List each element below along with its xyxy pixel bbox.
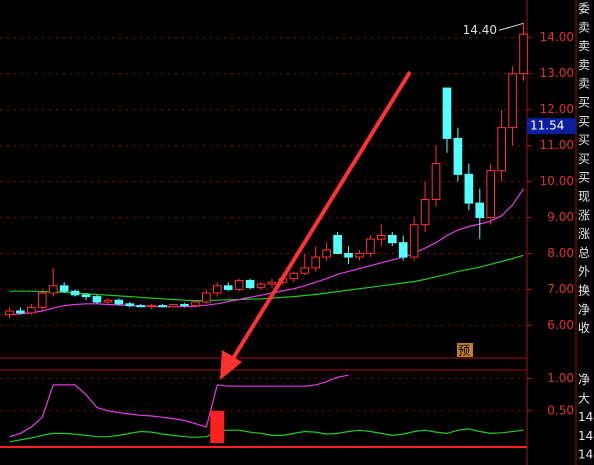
side-label: 卖 <box>578 20 590 34</box>
side-label: 涨 <box>578 226 590 241</box>
side-label: 净 <box>578 302 590 316</box>
candle-body <box>169 304 178 308</box>
side-label: 收 <box>578 321 590 335</box>
side-label: 买 <box>578 96 590 110</box>
candle-body <box>147 305 156 308</box>
candle-body <box>59 285 69 292</box>
marker: 预 <box>458 344 470 358</box>
side-label: 涨 <box>578 207 590 222</box>
candle-body <box>333 234 342 254</box>
side-label: 买 <box>578 133 590 147</box>
candle-body <box>180 304 189 307</box>
price-box <box>527 118 576 135</box>
side-label: 14 <box>578 429 593 443</box>
high-label: 14.40 <box>463 23 497 37</box>
candle-body <box>202 292 211 303</box>
y-tick-label: 6.00 <box>547 318 574 332</box>
side-label: 委 <box>578 2 590 16</box>
candle-body <box>519 33 528 75</box>
line <box>9 188 524 316</box>
side-label: 卖 <box>578 39 590 53</box>
candle-body <box>355 252 364 258</box>
candle-body <box>420 199 430 226</box>
side-label: 换 <box>578 284 590 298</box>
candle-body <box>48 285 58 294</box>
y-tick-label: 14.00 <box>540 30 574 44</box>
line <box>9 254 524 302</box>
candle-body <box>289 272 299 280</box>
price-box-label: 11.54 <box>530 119 564 133</box>
line <box>9 428 524 443</box>
side-label: 外 <box>578 265 590 279</box>
candle-body <box>486 170 496 219</box>
side-label: 卖 <box>578 77 590 91</box>
candle-body <box>442 87 452 139</box>
candle-body <box>136 305 146 308</box>
candle-body <box>497 127 506 172</box>
side-label: 买 <box>578 152 590 166</box>
candle-body <box>16 310 25 314</box>
side-label: 净 <box>578 373 590 387</box>
candle-body <box>81 294 91 298</box>
candle-body <box>70 290 80 296</box>
side-label: 卖 <box>578 58 590 72</box>
y-tick-label: 9.00 <box>547 210 574 224</box>
y-tick-label: 8.00 <box>547 246 574 260</box>
candle-body <box>191 301 200 307</box>
y-tick-label: 7.00 <box>547 282 574 296</box>
candle-body <box>366 238 375 254</box>
candle-body <box>322 249 331 258</box>
side-label: 14 <box>578 448 593 462</box>
side-label: 总 <box>578 246 590 260</box>
y-tick-label: 1.00 <box>547 371 574 385</box>
candle-body <box>92 296 102 303</box>
side-label: 大 <box>578 391 590 405</box>
candle-body <box>409 224 419 258</box>
candle-body <box>300 267 310 274</box>
candle-body <box>27 306 36 314</box>
y-tick-label: 12.00 <box>540 102 574 116</box>
candle-body <box>453 137 463 175</box>
arrow <box>220 70 412 380</box>
candle-body <box>114 299 124 305</box>
candle-body <box>223 285 233 290</box>
candle-body <box>212 285 222 294</box>
candle-body <box>103 299 113 303</box>
marker-bg <box>457 343 473 357</box>
candle-body <box>125 303 135 307</box>
candle-body <box>37 292 47 308</box>
candle-body <box>311 256 321 269</box>
side-label: 买 <box>578 171 590 185</box>
line <box>9 374 349 438</box>
signal-bar <box>210 410 225 444</box>
side-label: 买 <box>578 114 590 128</box>
candle-body <box>398 242 408 258</box>
y-tick-label: 0.50 <box>547 403 574 417</box>
candle-body <box>256 283 266 289</box>
candle-body <box>234 279 244 290</box>
candle-body <box>475 202 485 219</box>
candle-body <box>344 252 353 258</box>
candle-body <box>5 310 14 316</box>
candle-body <box>245 279 255 289</box>
candle-body <box>158 305 167 308</box>
candle-body <box>377 234 386 240</box>
candle-body <box>267 281 277 285</box>
y-tick-label: 13.00 <box>540 66 574 80</box>
high-pointer <box>498 22 524 31</box>
y-tick-label: 10.00 <box>540 174 574 188</box>
side-label: 现 <box>578 190 590 204</box>
candle-body <box>387 234 397 244</box>
side-label: 14 <box>578 410 593 424</box>
candle-body <box>431 163 441 201</box>
candle-body <box>464 173 474 204</box>
y-tick-label: 11.00 <box>540 138 574 152</box>
candle-body <box>508 73 517 129</box>
